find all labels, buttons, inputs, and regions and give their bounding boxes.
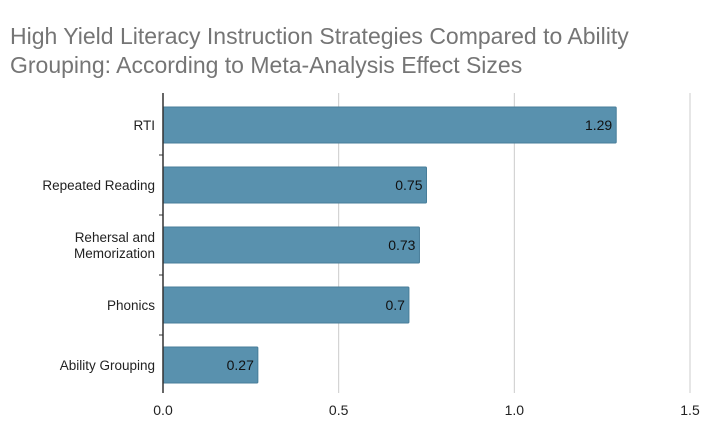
y-category-label: Memorization	[74, 246, 155, 261]
x-tick-label: 1.0	[505, 402, 525, 418]
x-tick-label: 0.5	[329, 402, 349, 418]
data-label: 0.73	[388, 237, 415, 253]
bar	[162, 226, 420, 264]
y-category-label: RTI	[133, 118, 155, 133]
y-category-label: Repeated Reading	[42, 178, 155, 193]
data-label: 0.75	[395, 177, 422, 193]
bar	[162, 286, 410, 324]
bar	[162, 166, 427, 204]
x-tick-label: 0.0	[153, 402, 173, 418]
y-category-label: Ability Grouping	[60, 358, 155, 373]
x-tick-label: 1.5	[680, 402, 700, 418]
y-category-label: Phonics	[107, 298, 155, 313]
chart-title: High Yield Literacy Instruction Strategi…	[10, 22, 710, 80]
data-label: 0.7	[385, 297, 405, 313]
chart-title-line-2: Grouping: According to Meta-Analysis Eff…	[10, 52, 523, 78]
data-label: 1.29	[585, 117, 612, 133]
data-label: 0.27	[227, 357, 254, 373]
y-category-label: Rehersal and	[75, 230, 155, 245]
chart-title-line-1: High Yield Literacy Instruction Strategi…	[10, 23, 629, 49]
bar	[162, 106, 617, 144]
